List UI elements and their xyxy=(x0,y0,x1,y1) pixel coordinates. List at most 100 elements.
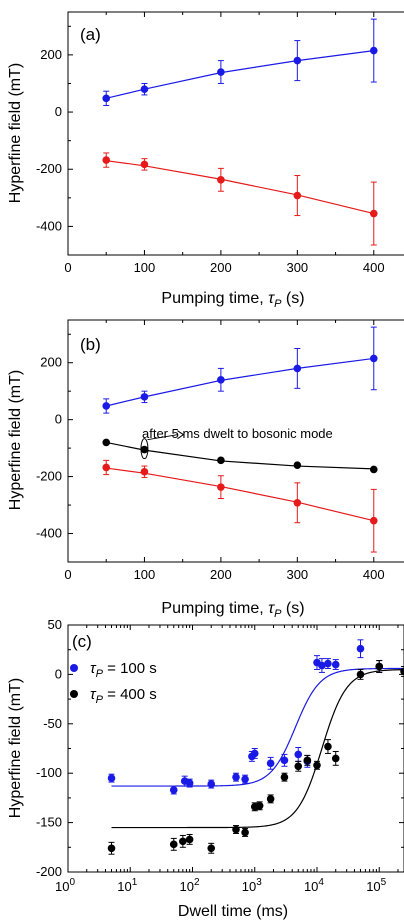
x-tick-label: 400 xyxy=(363,567,385,582)
data-point-blue xyxy=(232,773,240,781)
x-tick-label: 300 xyxy=(286,260,308,275)
y-tick-label: 0 xyxy=(55,666,62,681)
fit-line-blue xyxy=(111,667,403,787)
panel-c-xlabel: Dwell time (ms) xyxy=(178,903,288,920)
data-point-blue xyxy=(331,660,340,669)
y-tick-label: -400 xyxy=(36,526,62,541)
panel-c-label: (c) xyxy=(72,632,92,651)
legend-marker-black xyxy=(70,690,78,698)
data-point-blue xyxy=(207,780,216,788)
data-point-red xyxy=(217,176,225,184)
y-tick-label: 0 xyxy=(55,412,62,427)
panel-b-plot: -400 -200 0 200 0 100 200 300 400 xyxy=(36,319,404,582)
panel-a-plot: -400 -200 0 200 0 100 200 300 400 xyxy=(36,11,404,275)
data-point-blue xyxy=(102,94,111,103)
data-point-red xyxy=(293,498,302,507)
annotation-ellipse xyxy=(140,438,149,460)
y-tick-label: 200 xyxy=(40,47,62,62)
panel-a-ylabel: Hyperfine field (mT) xyxy=(7,63,24,203)
y-tick-label: 200 xyxy=(40,355,62,370)
data-point-black xyxy=(313,761,321,770)
data-point-blue xyxy=(217,375,225,384)
data-point-red xyxy=(217,483,225,491)
x-tick-label: 100 xyxy=(134,260,156,275)
data-point-black xyxy=(331,754,340,763)
data-point-blue xyxy=(356,644,365,653)
panel-c-plot: -200 -150 -100 -50 0 50 100 101 102 103 104 105 xyxy=(36,617,404,894)
x-tick-label: 103 xyxy=(242,877,262,894)
data-point-black xyxy=(280,773,289,781)
data-point-blue xyxy=(250,749,259,758)
y-tick-label: -400 xyxy=(36,218,62,233)
data-point-black xyxy=(140,445,149,454)
x-tick-label: 300 xyxy=(286,567,308,582)
panel-c: (c) -200 -150 -100 -50 0 50 100 101 102 103 104 105… xyxy=(7,617,404,920)
data-point-black xyxy=(102,438,111,447)
data-point-red xyxy=(140,160,149,169)
annotation-arrow-line xyxy=(147,434,178,441)
data-point-black xyxy=(107,844,116,853)
data-point-black xyxy=(241,828,249,837)
data-point-red xyxy=(369,516,378,525)
data-point-blue xyxy=(324,659,332,668)
data-point-red xyxy=(102,156,111,164)
panel-a-xlabel: Pumping time, τP (s) xyxy=(161,290,304,310)
x-tick-label: 105 xyxy=(366,877,386,894)
plot-frame xyxy=(67,11,404,256)
data-point-black xyxy=(303,756,312,765)
data-point-blue xyxy=(294,750,303,759)
x-tick-label: 104 xyxy=(304,877,324,894)
data-point-blue xyxy=(369,354,378,363)
x-tick-label: 100 xyxy=(55,877,75,894)
fit-line-black xyxy=(111,669,403,829)
data-point-blue xyxy=(293,56,302,65)
data-point-black xyxy=(255,802,264,810)
fit-line-red xyxy=(106,467,374,522)
x-tick-label: 100 xyxy=(134,567,156,582)
data-point-black xyxy=(179,837,187,846)
data-point-black xyxy=(356,670,365,679)
data-point-blue xyxy=(369,46,378,55)
data-point-blue xyxy=(102,402,111,410)
x-tick-label: 0 xyxy=(64,260,71,275)
panel-a-label: (a) xyxy=(80,25,101,44)
x-tick-label: 200 xyxy=(210,260,232,275)
data-point-blue xyxy=(280,756,289,765)
data-point-black xyxy=(207,844,216,853)
data-point-blue xyxy=(266,759,275,768)
data-point-black xyxy=(400,667,404,676)
data-point-blue xyxy=(241,775,249,783)
data-point-black xyxy=(369,465,378,474)
data-point-blue xyxy=(169,786,178,794)
data-point-black xyxy=(217,456,225,465)
y-tick-label: 0 xyxy=(55,104,62,119)
y-tick-label: -200 xyxy=(36,469,62,484)
panel-c-legend: τP = 100 s τP = 400 s xyxy=(70,660,157,706)
data-point-red xyxy=(102,463,111,472)
y-tick-label: -150 xyxy=(36,815,62,830)
panel-b-annotation: after 5 ms dwelt to bosonic mode xyxy=(142,426,333,441)
data-point-black xyxy=(294,762,303,771)
plot-frame xyxy=(67,319,404,563)
x-tick-label: 400 xyxy=(363,260,385,275)
panel-b: (b) -400 -200 0 200 0 100 200 300 400 Pumping ti… xyxy=(7,319,404,620)
data-point-blue xyxy=(140,393,149,401)
x-tick-label: 102 xyxy=(179,877,199,894)
annotation-arrow-head xyxy=(177,430,185,440)
data-point-blue xyxy=(140,85,149,93)
data-point-black xyxy=(324,742,332,751)
panel-a: (a) -400 -200 0 200 0 100 200 300 400 Pumping ti… xyxy=(7,11,404,310)
data-point-blue xyxy=(107,774,116,782)
panel-b-xlabel: Pumping time, τP (s) xyxy=(161,600,304,620)
data-point-blue xyxy=(217,68,225,76)
data-point-blue xyxy=(293,364,302,373)
x-tick-label: 0 xyxy=(64,567,71,582)
y-tick-label: -100 xyxy=(36,765,62,780)
data-point-black xyxy=(169,840,178,849)
data-point-black xyxy=(266,795,275,803)
data-point-black xyxy=(185,835,194,844)
x-tick-label: 101 xyxy=(117,877,137,894)
legend-label-black: τP = 400 s xyxy=(90,686,157,706)
legend-label-blue: τP = 100 s xyxy=(90,660,157,680)
